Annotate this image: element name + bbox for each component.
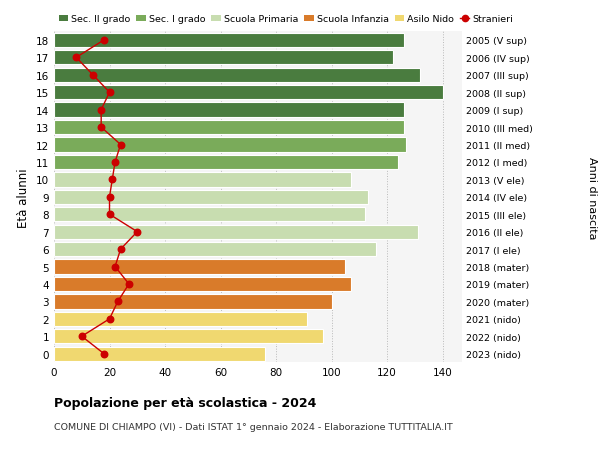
Text: COMUNE DI CHIAMPO (VI) - Dati ISTAT 1° gennaio 2024 - Elaborazione TUTTITALIA.IT: COMUNE DI CHIAMPO (VI) - Dati ISTAT 1° g… xyxy=(54,422,453,431)
Bar xyxy=(54,295,332,309)
Y-axis label: Età alunni: Età alunni xyxy=(17,168,31,227)
Bar xyxy=(54,34,404,48)
Bar xyxy=(54,312,307,326)
Point xyxy=(71,55,81,62)
Bar xyxy=(54,156,398,170)
Bar xyxy=(54,86,443,100)
Point xyxy=(105,211,115,218)
Bar xyxy=(54,121,404,135)
Bar xyxy=(54,207,365,222)
Point xyxy=(116,246,125,253)
Point xyxy=(99,37,109,45)
Point xyxy=(105,194,115,201)
Point xyxy=(133,229,142,236)
Point xyxy=(107,176,117,184)
Bar xyxy=(54,173,351,187)
Bar xyxy=(54,51,392,65)
Text: Popolazione per età scolastica - 2024: Popolazione per età scolastica - 2024 xyxy=(54,396,316,409)
Point xyxy=(105,90,115,97)
Bar xyxy=(54,330,323,344)
Point xyxy=(97,124,106,131)
Point xyxy=(116,141,125,149)
Point xyxy=(110,263,120,271)
Legend: Sec. II grado, Sec. I grado, Scuola Primaria, Scuola Infanzia, Asilo Nido, Stran: Sec. II grado, Sec. I grado, Scuola Prim… xyxy=(59,15,514,24)
Point xyxy=(110,159,120,166)
Text: Anni di nascita: Anni di nascita xyxy=(587,156,597,239)
Point xyxy=(124,280,134,288)
Point xyxy=(88,72,98,79)
Point xyxy=(113,298,122,305)
Bar xyxy=(54,347,265,361)
Point xyxy=(77,333,86,340)
Bar xyxy=(54,190,368,205)
Bar xyxy=(54,103,404,118)
Bar xyxy=(54,242,376,257)
Point xyxy=(99,350,109,358)
Bar xyxy=(54,68,421,83)
Point xyxy=(105,315,115,323)
Bar xyxy=(54,277,351,291)
Bar xyxy=(54,225,418,239)
Bar xyxy=(54,138,406,152)
Point xyxy=(97,107,106,114)
Bar xyxy=(54,260,346,274)
